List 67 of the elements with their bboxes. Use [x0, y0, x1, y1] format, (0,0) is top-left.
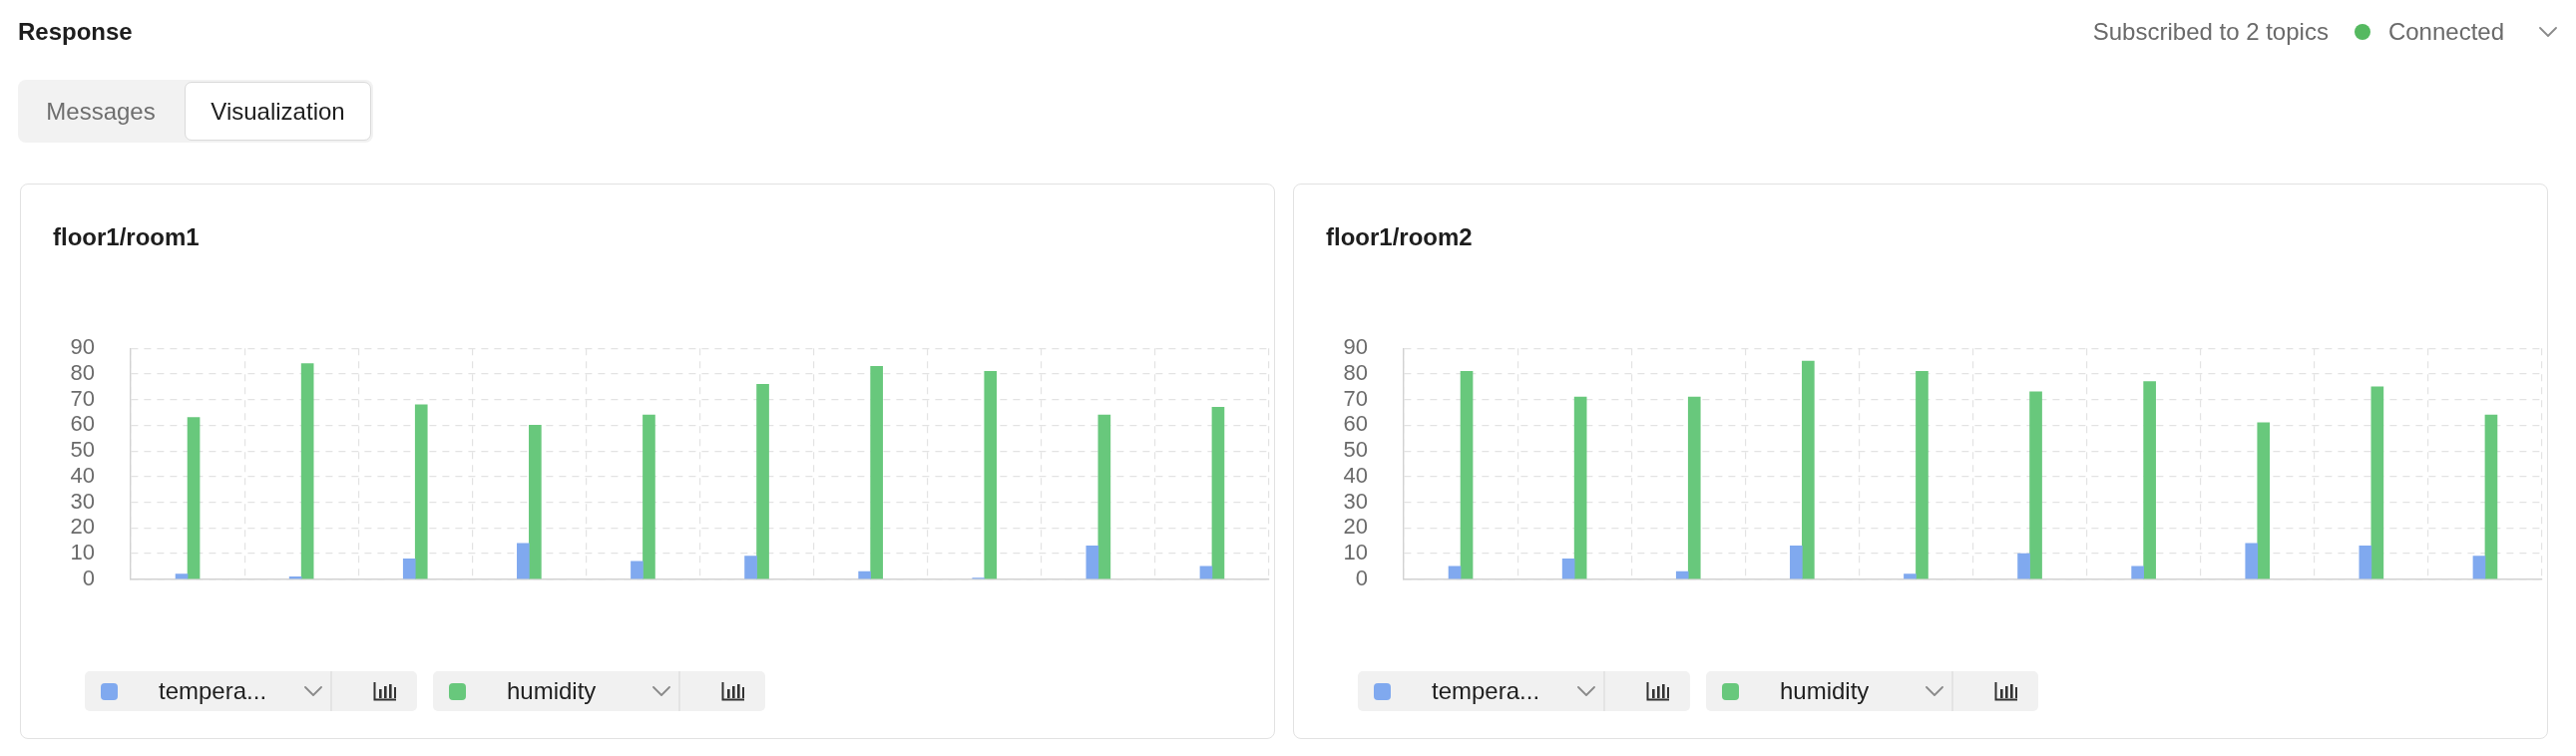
y-tick-label: 50	[1343, 437, 1368, 463]
text: Connected	[2387, 18, 2504, 46]
bar	[1085, 546, 1099, 579]
y-tick-label: 20	[1343, 514, 1368, 540]
bar	[1790, 546, 1803, 579]
bar	[2245, 543, 2259, 579]
bar	[2029, 391, 2042, 579]
legend-label: humidity	[1780, 677, 1870, 705]
bar	[2359, 546, 2372, 579]
text: Response	[18, 18, 133, 46]
bar	[529, 425, 542, 579]
y-tick-label: 20	[70, 514, 95, 540]
bar	[1211, 407, 1225, 579]
bar	[2143, 381, 2156, 579]
bar	[2472, 556, 2486, 579]
bar	[744, 556, 757, 579]
y-tick-label: 90	[1343, 334, 1368, 360]
chart-title: floor1/room1	[53, 223, 200, 251]
y-tick-label: 60	[70, 411, 95, 437]
bar	[517, 543, 530, 579]
y-tick-label: 40	[70, 462, 95, 488]
legend-label: humidity	[507, 677, 597, 705]
bar	[2131, 566, 2144, 579]
y-tick-label: 0	[82, 565, 95, 590]
bar	[300, 363, 314, 579]
bar	[1675, 570, 1689, 579]
bar	[175, 573, 189, 579]
tab[interactable]: Messages	[18, 80, 184, 143]
bar	[1561, 558, 1575, 579]
y-tick-label: 30	[1343, 488, 1368, 514]
bar	[1573, 396, 1587, 579]
bar	[756, 383, 769, 579]
bar	[402, 558, 416, 579]
y-tick-label: 80	[70, 360, 95, 385]
y-tick-label: 30	[70, 488, 95, 514]
bar	[2257, 422, 2271, 579]
bar	[631, 561, 644, 579]
bar	[984, 371, 998, 579]
bar	[1904, 573, 1917, 579]
legend-label: tempera...	[159, 677, 267, 705]
bar	[1687, 396, 1701, 579]
y-tick-label: 70	[70, 385, 95, 411]
y-tick-label: 50	[70, 437, 95, 463]
legend-label: tempera...	[1432, 677, 1540, 705]
y-tick-label: 90	[70, 334, 95, 360]
y-tick-label: 40	[1343, 462, 1368, 488]
text: Subscribed to 2 topics	[2092, 18, 2329, 46]
y-tick-label: 60	[1343, 411, 1368, 437]
bar	[870, 365, 883, 579]
chart-title: floor1/room2	[1326, 223, 1473, 251]
bar	[1802, 360, 1815, 579]
bar	[858, 570, 871, 579]
y-tick-label: 10	[70, 540, 95, 566]
y-tick-label: 80	[1343, 360, 1368, 385]
bar	[2370, 386, 2384, 579]
bar	[643, 414, 655, 579]
bar	[1916, 371, 1929, 579]
tab[interactable]: Visualization	[185, 82, 371, 141]
bar	[2017, 553, 2030, 579]
bar	[1097, 414, 1111, 579]
y-tick-label: 0	[1355, 565, 1368, 590]
y-tick-label: 10	[1343, 540, 1368, 566]
bar	[2484, 414, 2498, 579]
y-tick-label: 70	[1343, 385, 1368, 411]
bar	[1460, 371, 1474, 579]
bar	[414, 404, 428, 579]
bar	[187, 417, 201, 579]
